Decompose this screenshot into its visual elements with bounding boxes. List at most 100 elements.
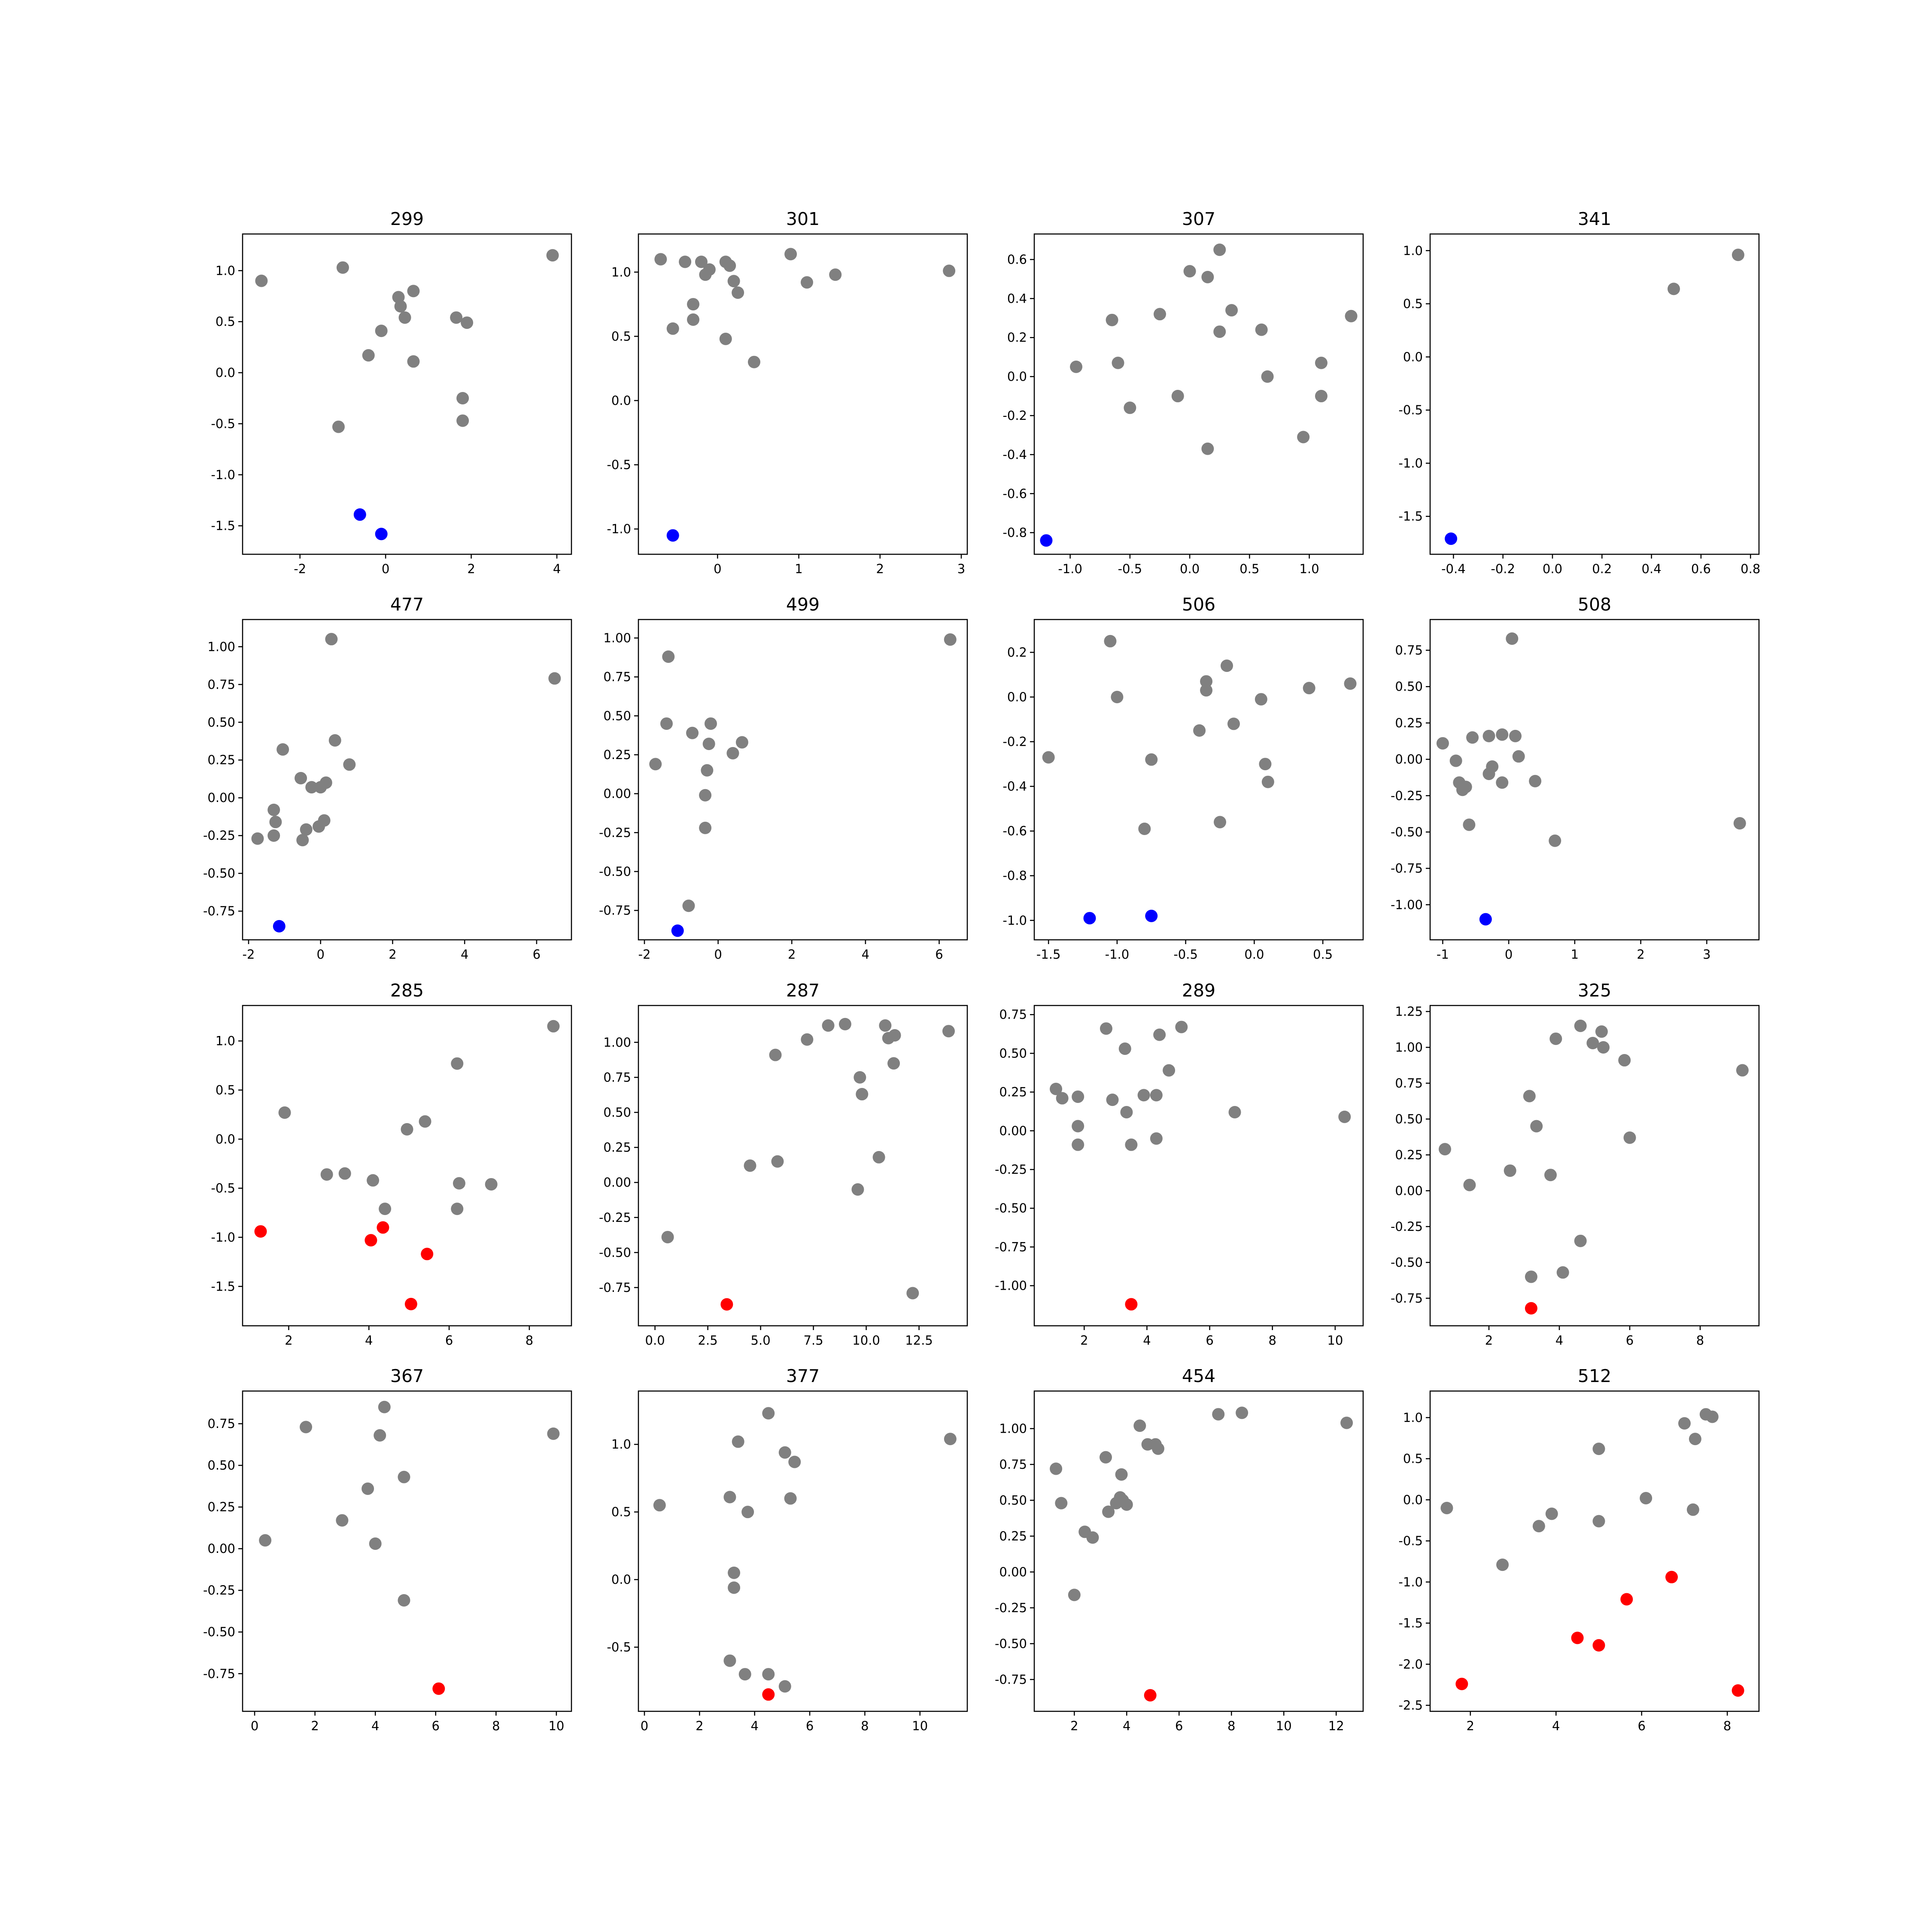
- data-point-grey: [1213, 325, 1226, 338]
- data-point-red: [404, 1297, 417, 1310]
- y-tick-label: 0.75: [999, 1007, 1027, 1022]
- data-point-grey: [362, 349, 375, 362]
- y-tick-label: 0.00: [999, 1124, 1027, 1138]
- y-tick-label: 0.75: [1395, 643, 1423, 658]
- x-tick-label: -0.5: [1118, 562, 1142, 576]
- subplot-325: 325 2 4 6 8 -0.75 -0.50 -0.25 0.00 0.25 0.50 0.75 1.…: [1391, 980, 1760, 1348]
- data-point-blue: [375, 528, 388, 541]
- data-point-grey: [1530, 1120, 1543, 1133]
- y-tick-label: 0.5: [216, 1083, 235, 1097]
- y-tick-label: -0.25: [1391, 788, 1423, 803]
- y-tick-label: 1.00: [999, 1421, 1027, 1436]
- data-point-grey: [305, 781, 318, 794]
- y-tick-label: -1.0: [1398, 456, 1423, 471]
- data-point-grey: [699, 789, 712, 802]
- y-tick-label: 0.50: [999, 1493, 1027, 1507]
- y-tick-label: -0.25: [203, 1583, 235, 1598]
- data-point-grey: [367, 1174, 380, 1187]
- data-point-red: [421, 1248, 434, 1261]
- data-point-grey: [1440, 1501, 1453, 1514]
- data-point-grey: [747, 355, 760, 368]
- y-tick-label: 0.0: [1403, 349, 1423, 364]
- data-point-grey: [653, 1499, 666, 1512]
- data-point-grey: [762, 1668, 775, 1681]
- data-point-red: [1620, 1593, 1633, 1606]
- data-point-grey: [887, 1057, 900, 1070]
- data-point-grey: [276, 743, 289, 756]
- data-point-grey: [703, 263, 716, 276]
- data-point-grey: [375, 325, 388, 337]
- subplot-477: 477 -2 0 2 4 6 -0.75 -0.50 -0.25 0.00 0.25 0.50 0.75…: [203, 594, 572, 962]
- data-point-grey: [378, 1400, 391, 1413]
- y-tick-label: 0.00: [603, 1175, 631, 1190]
- x-tick-label: 2: [389, 947, 396, 962]
- y-tick-label: 0.00: [1395, 1183, 1423, 1198]
- y-tick-label: 0.0: [611, 1572, 631, 1587]
- x-tick-label: 6: [1175, 1719, 1183, 1733]
- data-point-grey: [1151, 1442, 1164, 1455]
- data-point-grey: [1592, 1515, 1605, 1528]
- y-tick-label: -0.4: [1002, 447, 1027, 462]
- data-point-red: [365, 1234, 377, 1247]
- data-point-grey: [1150, 1132, 1163, 1145]
- x-tick-label: 5.0: [751, 1333, 771, 1348]
- data-point-grey: [320, 1168, 333, 1181]
- data-point-grey: [450, 311, 463, 324]
- subplot-title: 499: [786, 594, 820, 615]
- subplot-287: 287 0.0 2.5 5.0 7.5 10.0 12.5 -0.75 -0.50 -0.25 0.…: [599, 980, 968, 1348]
- data-point-grey: [1175, 1021, 1188, 1033]
- data-point-grey: [778, 1446, 791, 1459]
- subplot-title: 299: [390, 209, 424, 229]
- x-tick-label: 4: [461, 947, 468, 962]
- x-tick-label: 0.0: [1244, 947, 1264, 962]
- data-point-blue: [1083, 912, 1096, 925]
- data-point-grey: [1544, 1169, 1557, 1182]
- data-point-red: [762, 1688, 775, 1701]
- x-tick-label: 2.5: [698, 1333, 718, 1348]
- data-point-grey: [1100, 1022, 1112, 1035]
- data-point-grey: [407, 355, 420, 368]
- subplot-301: 301 0 1 2 3 -1.0 -0.5 0.0 0.5 1.0: [607, 209, 968, 576]
- x-tick-label: 10: [548, 1719, 564, 1733]
- subplot-title: 287: [786, 980, 820, 1001]
- y-tick-label: 0.00: [999, 1564, 1027, 1579]
- data-point-red: [720, 1298, 733, 1311]
- data-point-grey: [1112, 356, 1124, 369]
- data-point-grey: [1104, 635, 1117, 647]
- y-tick-label: -1.5: [1398, 1616, 1423, 1631]
- data-point-grey: [1111, 690, 1124, 703]
- data-point-blue: [1445, 532, 1458, 545]
- data-point-blue: [1479, 913, 1492, 926]
- data-point-grey: [784, 248, 797, 261]
- y-tick-label: 0.2: [1007, 645, 1027, 659]
- data-point-grey: [1118, 1042, 1131, 1055]
- x-tick-label: 0: [1505, 947, 1513, 962]
- x-tick-label: 0.5: [1239, 562, 1259, 576]
- data-point-grey: [1102, 1505, 1115, 1518]
- x-tick-label: 8: [861, 1719, 869, 1733]
- y-tick-label: 1.0: [611, 1437, 631, 1452]
- data-point-grey: [738, 1668, 751, 1681]
- x-tick-label: 2: [1080, 1333, 1088, 1348]
- data-point-red: [377, 1221, 389, 1234]
- x-tick-label: -1.0: [1105, 947, 1130, 962]
- x-tick-label: 8: [1723, 1719, 1731, 1733]
- data-point-grey: [1120, 1498, 1133, 1511]
- data-point-grey: [269, 816, 282, 829]
- data-point-grey: [1338, 1110, 1351, 1123]
- data-point-grey: [695, 255, 708, 268]
- subplot-title: 508: [1578, 594, 1611, 615]
- x-tick-label: 6: [432, 1719, 440, 1733]
- y-tick-label: -0.6: [1002, 824, 1027, 838]
- data-point-grey: [1556, 1266, 1569, 1279]
- y-tick-label: -0.75: [1391, 861, 1423, 876]
- data-point-grey: [1220, 659, 1233, 672]
- x-tick-label: -1: [1437, 947, 1449, 962]
- y-tick-label: -0.5: [1398, 403, 1423, 417]
- data-point-grey: [456, 414, 469, 427]
- data-point-grey: [699, 821, 712, 834]
- x-tick-label: 1.0: [1300, 562, 1319, 576]
- x-tick-label: 4: [1555, 1333, 1563, 1348]
- plot-frame: [1033, 619, 1364, 941]
- data-point-grey: [682, 899, 695, 912]
